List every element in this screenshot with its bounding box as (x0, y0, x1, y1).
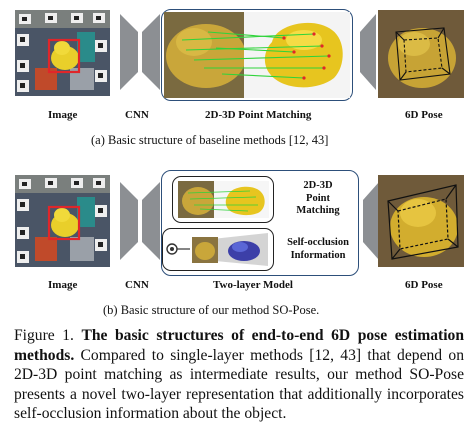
matching-label-b-line2: Point (306, 192, 330, 204)
cnn-label-a: CNN (125, 109, 149, 121)
matching-label-b: 2D-3D Point Matching (283, 180, 353, 218)
caption-prefix: Figure 1. (14, 327, 82, 344)
matching-label-a: 2D-3D Point Matching (205, 109, 312, 121)
pose-image-a (378, 10, 464, 98)
cnn-block-a2 (360, 14, 376, 90)
pose-image-b (378, 175, 464, 267)
matching-image-b (178, 181, 269, 218)
figure-caption: Figure 1. The basic structures of end-to… (14, 326, 464, 424)
two-layer-box (161, 170, 359, 276)
occlusion-label-line1: Self-occlusion (287, 237, 349, 248)
matching-label-b-line1: 2D-3D (303, 180, 333, 191)
pose-label-b: 6D Pose (405, 279, 443, 291)
image-label-a: Image (48, 109, 78, 121)
image-label-b: Image (48, 279, 78, 291)
occlusion-image (164, 231, 272, 268)
matching-label-b-line3: Matching (296, 205, 340, 216)
input-image-b (15, 175, 110, 267)
input-image-a (15, 10, 110, 96)
caption-body: Compared to single-layer methods [12, 43… (14, 346, 464, 423)
matching-image-a (164, 12, 350, 98)
occlusion-label: Self-occlusion Information (279, 237, 357, 262)
cnn-block-a (120, 14, 160, 90)
subcaption-b: (b) Basic structure of our method SO-Pos… (103, 303, 320, 317)
model-label: Two-layer Model (213, 279, 293, 291)
cnn-block-b2 (363, 182, 379, 260)
occlusion-label-line2: Information (290, 249, 346, 261)
cnn-block-b (120, 182, 160, 260)
matching-box-a (161, 9, 353, 101)
cnn-label-b: CNN (125, 279, 149, 291)
pose-label-a: 6D Pose (405, 109, 443, 121)
caption-bold: The basic structures of end-to-end 6D po… (14, 327, 464, 364)
subcaption-a: (a) Basic structure of baseline methods … (91, 133, 329, 147)
